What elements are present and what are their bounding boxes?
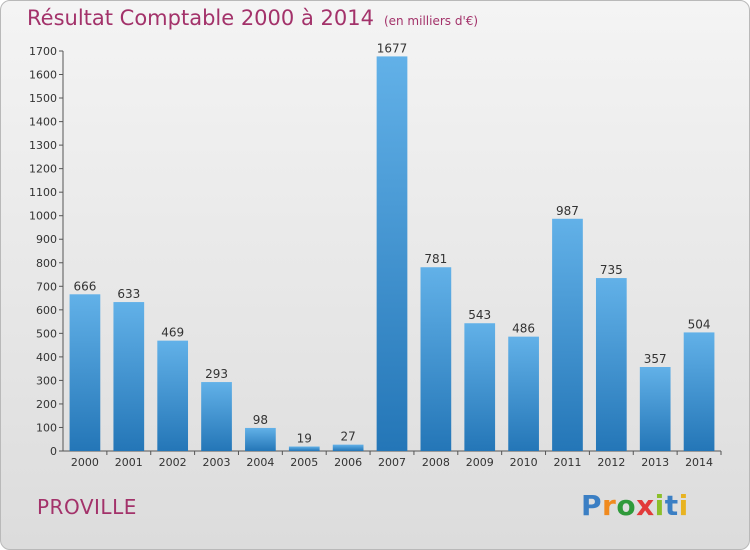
value-label: 469 — [161, 326, 184, 340]
x-tick-label: 2001 — [115, 456, 143, 469]
y-tick-label: 1700 — [29, 45, 57, 58]
proxiti-logo: Proxiti — [581, 489, 689, 522]
x-tick-label: 2011 — [553, 456, 581, 469]
value-label: 735 — [600, 263, 623, 277]
value-label: 666 — [73, 279, 96, 293]
y-tick-label: 700 — [36, 280, 57, 293]
value-label: 357 — [644, 352, 667, 366]
x-tick-label: 2002 — [159, 456, 187, 469]
value-label: 293 — [205, 367, 228, 381]
x-tick-label: 2008 — [422, 456, 450, 469]
x-tick-label: 2014 — [685, 456, 713, 469]
x-tick-label: 2006 — [334, 456, 362, 469]
bar — [201, 382, 232, 451]
bar — [639, 367, 671, 451]
x-tick-label: 2000 — [71, 456, 99, 469]
bar — [332, 444, 364, 451]
logo-letter: i — [654, 489, 665, 522]
value-label: 543 — [468, 308, 491, 322]
x-tick-label: 2003 — [203, 456, 231, 469]
bar — [245, 427, 276, 451]
bar — [464, 323, 496, 451]
y-tick-label: 900 — [36, 233, 57, 246]
x-tick-label: 2004 — [246, 456, 274, 469]
logo-letter: r — [602, 489, 617, 522]
y-tick-label: 1000 — [29, 210, 57, 223]
y-tick-label: 300 — [36, 374, 57, 387]
value-label: 504 — [688, 317, 711, 331]
value-label: 98 — [253, 413, 268, 427]
x-tick-label: 2013 — [641, 456, 669, 469]
logo-letter: i — [678, 489, 689, 522]
bar — [552, 218, 583, 451]
x-tick-label: 2010 — [510, 456, 538, 469]
bar — [288, 446, 320, 451]
bar — [113, 302, 145, 451]
y-tick-label: 1400 — [29, 116, 57, 129]
y-tick-label: 600 — [36, 304, 57, 317]
logo-letter: o — [616, 489, 637, 522]
bar — [376, 56, 408, 451]
y-tick-label: 1200 — [29, 163, 57, 176]
bar — [69, 294, 101, 451]
bar — [508, 336, 539, 451]
logo-letter: x — [636, 489, 655, 522]
y-tick-label: 1100 — [29, 186, 57, 199]
chart-title: Résultat Comptable 2000 à 2014 (en millie… — [27, 6, 478, 30]
value-label: 633 — [117, 287, 140, 301]
logo-letter: P — [581, 489, 603, 522]
value-label: 486 — [512, 322, 535, 336]
x-tick-label: 2012 — [597, 456, 625, 469]
logo-letter: t — [664, 489, 679, 522]
value-label: 1677 — [377, 41, 408, 55]
y-tick-label: 0 — [50, 445, 57, 458]
value-label: 987 — [556, 204, 579, 218]
x-tick-label: 2009 — [466, 456, 494, 469]
town-name: PROVILLE — [37, 495, 137, 519]
y-tick-label: 1600 — [29, 69, 57, 82]
y-tick-label: 1500 — [29, 92, 57, 105]
chart-unit: (en milliers d'€) — [383, 14, 479, 28]
bar — [595, 278, 627, 451]
y-tick-label: 500 — [36, 327, 57, 340]
value-label: 781 — [424, 252, 447, 266]
bar — [683, 332, 715, 451]
y-tick-label: 100 — [36, 421, 57, 434]
bar — [157, 340, 189, 451]
value-label: 19 — [297, 432, 312, 446]
x-tick-label: 2005 — [290, 456, 318, 469]
y-tick-label: 800 — [36, 257, 57, 270]
y-tick-label: 1300 — [29, 139, 57, 152]
x-tick-label: 2007 — [378, 456, 406, 469]
y-tick-label: 400 — [36, 351, 57, 364]
y-tick-label: 200 — [36, 398, 57, 411]
bar — [420, 267, 452, 451]
chart-title-text: Résultat Comptable 2000 à 2014 — [27, 6, 374, 30]
value-label: 27 — [340, 430, 355, 444]
